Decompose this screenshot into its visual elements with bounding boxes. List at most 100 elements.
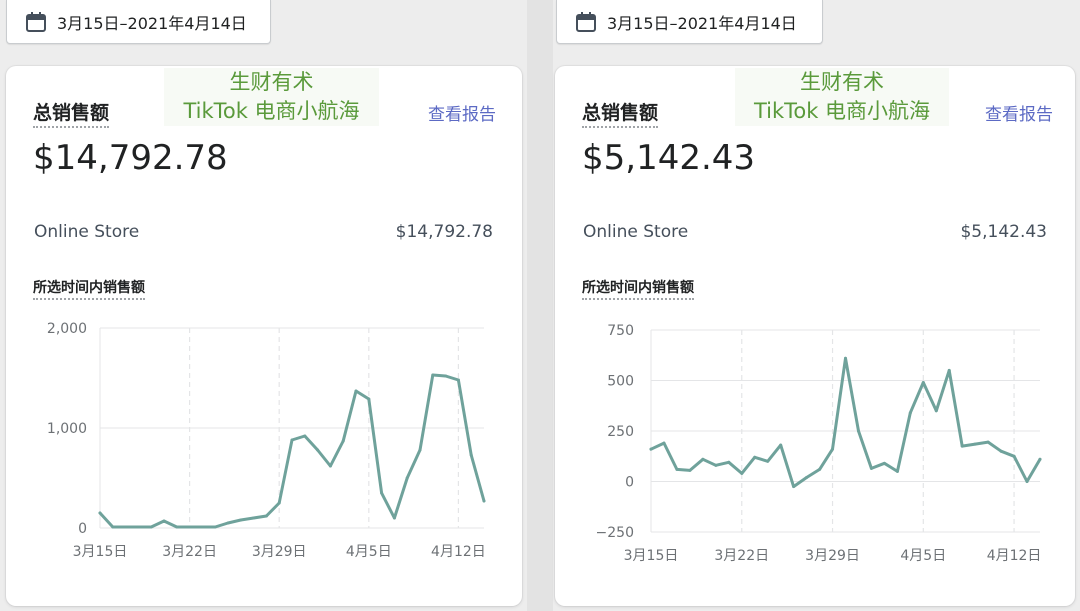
data-point [328,464,332,468]
data-point [947,368,951,372]
watermark-line-1: 生财有术 [800,70,884,94]
total-sales-card: 总销售额 生财有术 TikTok 电商小航海 查看报告 $14,792.78 O… [6,66,522,606]
data-point [727,460,731,464]
data-point [844,356,847,360]
data-point [792,485,796,489]
channel-value: $5,142.43 [960,222,1047,242]
data-point [188,525,192,529]
view-report-link[interactable]: 查看报告 [985,105,1053,125]
watermark: 生财有术 TikTok 电商小航海 [164,68,379,126]
chart-title: 所选时间内销售额 [33,277,145,300]
data-point [986,440,990,444]
data-point [277,501,281,505]
data-point [175,525,179,529]
data-point [444,374,448,378]
data-point [753,455,757,459]
data-point [456,378,460,382]
total-sales-value: $14,792.78 [33,138,228,178]
date-range-label: 3月15日–2021年4月14日 [607,13,797,33]
total-sales-value: $5,142.43 [582,138,756,178]
calendar-icon [25,11,47,33]
x-tick-label: 4月5日 [900,548,946,564]
data-point [740,471,744,475]
y-tick-label: 250 [607,424,634,440]
data-point [380,491,384,495]
watermark-line-2: TikTok 电商小航海 [183,99,360,123]
data-point [252,516,256,520]
data-point [1012,454,1016,458]
data-point [895,469,899,473]
sales-line-chart: 750 500 250 0 −250 3月15日 3月22日 3月29日 4月5日 4月12日 [596,323,1042,564]
data-point [675,467,679,471]
data-point [805,475,809,479]
x-tick-label: 3月29日 [805,548,860,564]
chart-title: 所选时间内销售额 [582,277,694,300]
sales-series-line [98,373,486,529]
data-point [213,525,217,529]
data-point [264,514,268,518]
data-point [418,448,422,452]
sales-series-line [649,356,1042,489]
data-point [316,448,320,452]
data-point [405,476,409,480]
channel-name: Online Store [34,222,140,242]
date-range-button[interactable]: 3月15日–2021年4月14日 [6,0,271,44]
sales-panel-right: 3月15日–2021年4月14日 总销售额 生财有术 TikTok 电商小航海 … [553,0,1080,611]
y-tick-label: 500 [607,374,634,390]
data-point [1025,480,1029,483]
watermark-line-2: TikTok 电商小航海 [753,99,931,123]
data-point [934,409,938,413]
x-tick-label: 3月29日 [252,544,307,560]
data-point [921,381,925,385]
data-point [766,459,770,463]
y-tick-label: 750 [607,323,634,339]
data-point [831,447,835,451]
data-point [714,463,718,467]
view-report-link[interactable]: 查看报告 [428,105,496,125]
data-point [136,525,140,529]
sales-line-chart: 2,000 1,000 0 3月15日 3月22日 3月29日 4月5日 4月12日 [47,321,486,560]
data-point [701,457,705,461]
data-point [469,453,473,457]
x-tick-label: 3月15日 [624,548,679,564]
x-tick-label: 4月5日 [346,544,392,560]
x-tick-label: 4月12日 [987,548,1042,564]
data-point [908,411,912,415]
y-tick-label: 0 [625,475,634,491]
data-point [960,444,964,448]
data-point [341,439,345,443]
data-point [688,468,692,472]
data-point [226,521,230,525]
data-point [431,373,435,377]
watermark: 生财有术 TikTok 电商小航海 [735,68,949,126]
total-sales-card: 总销售额 生财有术 TikTok 电商小航海 查看报告 $5,142.43 On… [555,66,1075,606]
data-point [482,499,486,503]
data-point [162,519,166,523]
data-point [662,441,666,445]
y-tick-label: −250 [596,525,634,541]
data-point [856,429,860,433]
data-point [354,389,358,393]
window-divider [527,0,553,611]
data-point [1038,457,1042,461]
data-point [882,461,886,465]
data-point [779,443,783,447]
card-title: 总销售额 [582,98,659,128]
data-point [124,525,128,529]
y-tick-label: 2,000 [47,321,87,337]
data-point [290,438,294,442]
data-point [98,511,102,515]
date-range-button[interactable]: 3月15日–2021年4月14日 [556,0,823,44]
data-point [303,434,307,438]
calendar-icon [575,11,597,33]
card-title: 总销售额 [33,98,110,128]
data-point [149,525,153,529]
data-point [200,525,204,529]
x-tick-label: 3月15日 [73,544,128,560]
watermark-line-1: 生财有术 [229,70,314,94]
data-point [973,442,977,446]
y-tick-label: 1,000 [47,421,87,437]
data-point [367,397,371,401]
x-tick-label: 3月22日 [162,544,217,560]
data-point [869,466,873,470]
